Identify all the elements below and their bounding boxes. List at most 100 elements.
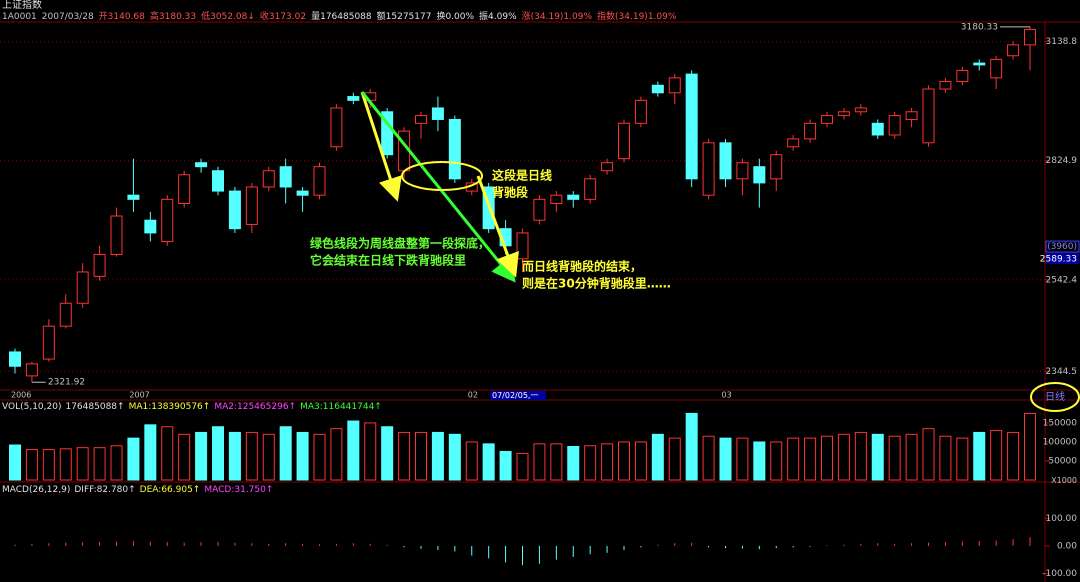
candle-body xyxy=(347,96,360,101)
volume-bar xyxy=(110,445,123,481)
candle-body xyxy=(567,194,580,200)
candle-body xyxy=(9,351,21,367)
annotation: 绿色线段为周线盘整第一段探底， xyxy=(310,236,490,251)
quote-item: 高3180.33 xyxy=(150,10,196,22)
volume-bar xyxy=(837,433,850,481)
volume-bar xyxy=(465,441,478,481)
quote-line: 1A0001 2007/03/28 开3140.68 高3180.33 低3052.08… xyxy=(2,10,677,22)
annotation: 而日线背驰段的结束， xyxy=(522,259,642,274)
candle-body xyxy=(516,232,529,260)
quote-item: 涨(34.19)1.09% xyxy=(522,11,593,22)
high-label: 3180.33 xyxy=(961,22,998,32)
volume-bar xyxy=(296,431,309,481)
volume-bar xyxy=(922,428,935,481)
volume-bar xyxy=(178,433,191,481)
volume-bar xyxy=(195,431,208,481)
candle-body xyxy=(127,194,140,200)
volume-bar xyxy=(161,426,174,481)
candle-body xyxy=(93,253,106,277)
candle-body xyxy=(601,162,614,172)
volume-bar xyxy=(668,437,681,481)
cursor-note: (3960) xyxy=(1047,242,1077,252)
volume-bar xyxy=(228,431,241,481)
candle-body xyxy=(668,77,681,94)
candle-body xyxy=(415,115,427,124)
volume-bar xyxy=(499,450,512,481)
volume-bar xyxy=(245,431,258,481)
x-tick-label: 02 xyxy=(468,391,478,400)
volume-bar xyxy=(330,428,343,481)
candle-body xyxy=(854,107,867,113)
candle-body xyxy=(313,166,326,196)
candle-body xyxy=(922,88,935,144)
volume-bar xyxy=(212,426,224,481)
volume-bar xyxy=(787,437,800,481)
x-tick-label: 03 xyxy=(722,391,732,400)
index-title: 上证指数 xyxy=(2,0,42,11)
candle-body xyxy=(702,142,715,196)
candle-body xyxy=(821,115,833,124)
candle-body xyxy=(736,162,749,180)
volume-bar xyxy=(93,447,106,481)
volume-bar xyxy=(144,424,157,481)
annotation: 这段是日线 xyxy=(492,168,552,183)
candle-body xyxy=(888,115,901,136)
y-tick-label: 3138.8 xyxy=(1046,37,1078,47)
quote-item: 1A0001 xyxy=(2,12,37,22)
volume-bar xyxy=(618,441,630,481)
candle-body xyxy=(42,325,55,360)
legend-item: 176485088↑ xyxy=(65,402,124,412)
candle-body xyxy=(110,215,123,255)
candle-body xyxy=(178,174,191,204)
candle-body xyxy=(533,198,546,221)
cursor-price-box xyxy=(1046,253,1079,265)
volume-bar xyxy=(59,448,72,481)
candle-body xyxy=(144,219,157,234)
volume-bar xyxy=(567,446,580,481)
volume-bar xyxy=(550,443,563,481)
candle-body xyxy=(1007,44,1020,57)
y-tick-label: 2542.4 xyxy=(1046,275,1078,285)
volume-bar xyxy=(939,435,952,481)
legend-item: DEA:66.905↑ xyxy=(140,485,201,495)
y-tick-label: 150000 xyxy=(1043,418,1078,428)
y-tick-label: 2344.5 xyxy=(1046,367,1078,377)
volume-bar xyxy=(364,422,377,481)
unit-label: X1000 xyxy=(1051,476,1077,485)
candle-body xyxy=(905,111,918,120)
legend-item: MA1:138390576↑ xyxy=(129,402,211,412)
candle-body xyxy=(634,99,647,124)
volume-bar xyxy=(905,433,918,481)
volume-bar xyxy=(584,445,597,481)
legend-item: MACD:31.750↑ xyxy=(204,485,273,495)
candle-body xyxy=(161,198,174,242)
volume-bar xyxy=(42,449,55,481)
quote-item: 振4.09% xyxy=(479,10,517,22)
volume-bar xyxy=(381,426,394,481)
x-tick-label: 2007 xyxy=(129,391,149,400)
candle-body xyxy=(212,170,224,192)
quote-item: 量176485088 xyxy=(311,11,372,22)
candle-body xyxy=(262,170,275,188)
legend-item: DIFF:82.780↑ xyxy=(74,485,135,495)
volume-bar xyxy=(990,430,1003,481)
cursor-date-box xyxy=(490,391,546,400)
volume-bar xyxy=(431,431,444,481)
volume-bar xyxy=(634,441,647,481)
volume-bar xyxy=(313,433,326,481)
legend: MACD(26,12,9) DIFF:82.780↑ DEA:66.905↑ MACD… xyxy=(2,485,273,495)
candle-body xyxy=(837,111,850,117)
candle-body xyxy=(245,186,258,225)
annotation-shapes xyxy=(360,91,1080,412)
volume-bar xyxy=(956,437,969,481)
candle-body xyxy=(330,107,343,148)
candle-body xyxy=(770,154,783,180)
volume-bar xyxy=(533,443,546,481)
cursor-date: 07/02/05,一 xyxy=(492,391,538,400)
candle-body xyxy=(584,178,597,200)
volume-bar xyxy=(482,443,495,481)
volume-bar xyxy=(262,433,275,481)
candle-body xyxy=(228,190,241,230)
legend-item: VOL(5,10,20) xyxy=(2,402,61,412)
